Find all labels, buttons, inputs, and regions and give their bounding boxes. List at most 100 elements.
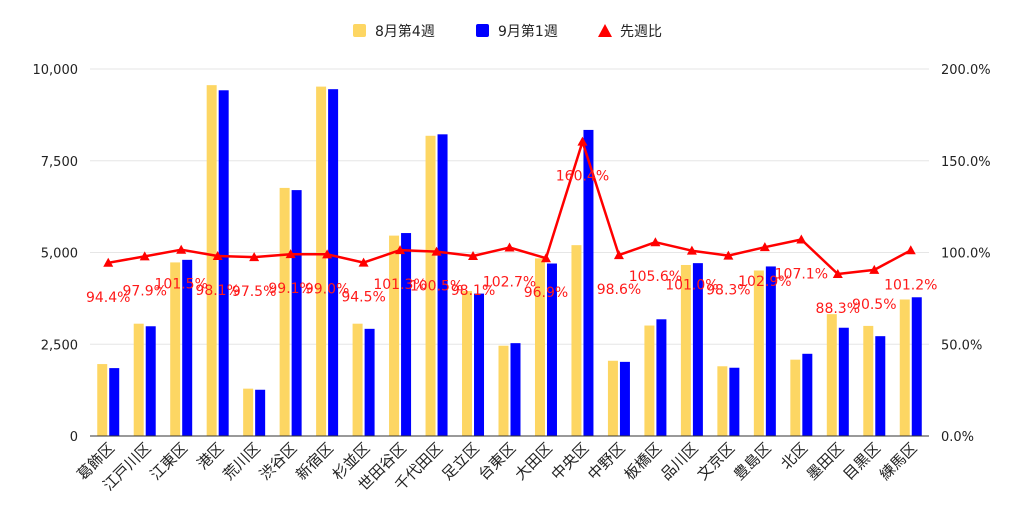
ratio-marker [577, 136, 588, 146]
x-category-label: 大田区 [511, 439, 556, 484]
ratio-data-label: 90.5% [852, 297, 896, 313]
bar-aug-week4 [680, 264, 691, 436]
ratio-marker [139, 251, 150, 261]
ratio-marker [759, 242, 770, 252]
ratio-data-label: 94.5% [341, 290, 385, 306]
ratio-marker [249, 252, 260, 262]
ratio-marker [103, 257, 114, 267]
ratio-marker [504, 242, 515, 252]
ratio-marker [431, 246, 442, 256]
bar-aug-week4 [133, 323, 144, 436]
bar-sep-week1 [583, 129, 594, 436]
bar-sep-week1 [692, 263, 703, 436]
ratio-data-label: 98.1% [451, 283, 495, 299]
ratio-marker [176, 244, 187, 254]
ratio-data-label: 100.5% [410, 279, 463, 295]
x-category-label: 墨田区 [803, 439, 848, 484]
x-category-label: 文京区 [694, 439, 739, 484]
legend-swatch-aug-week4 [353, 24, 366, 37]
x-category-label: 練馬区 [876, 439, 921, 484]
ratio-data-label: 99.0% [305, 281, 349, 297]
ratio-data-label: 98.6% [597, 282, 641, 298]
bar-sep-week1 [182, 259, 193, 436]
bar-sep-week1 [291, 190, 302, 436]
ratio-marker [358, 257, 369, 267]
ratio-data-label: 94.4% [86, 290, 130, 306]
x-category-label: 新宿区 [292, 439, 337, 484]
y2-tick-label: 200.0% [941, 63, 991, 78]
ratio-marker [796, 234, 807, 244]
bar-sep-week1 [729, 367, 740, 436]
ratio-marker [285, 249, 296, 259]
x-category-label: 台東区 [475, 439, 520, 484]
bar-aug-week4 [863, 325, 874, 436]
y-tick-label: 7,500 [41, 155, 78, 170]
y-tick-label: 10,000 [33, 63, 79, 78]
ratio-data-label: 101.0% [665, 278, 718, 294]
ratio-marker [650, 237, 661, 247]
bar-sep-week1 [765, 266, 776, 436]
y-tick-label: 0 [70, 430, 78, 445]
bar-aug-week4 [206, 85, 217, 436]
ratio-data-label: 107.1% [775, 266, 828, 282]
ratio-marker [395, 245, 406, 255]
bar-aug-week4 [279, 187, 290, 436]
x-category-label: 豊島区 [730, 439, 775, 484]
x-category-label: 目黒区 [840, 439, 885, 484]
legend-marker-ratio [598, 24, 612, 37]
bar-aug-week4 [498, 345, 509, 436]
ratio-data-label: 97.5% [232, 284, 276, 300]
bar-sep-week1 [255, 389, 266, 436]
bar-sep-week1 [218, 90, 229, 436]
bar-aug-week4 [534, 258, 545, 436]
bar-aug-week4 [170, 262, 181, 436]
bar-sep-week1 [364, 328, 375, 436]
bar-aug-week4 [644, 325, 655, 436]
bar-aug-week4 [243, 388, 254, 436]
x-category-label: 中野区 [584, 439, 629, 484]
bar-aug-week4 [352, 323, 363, 436]
ratio-data-label: 96.9% [524, 285, 568, 301]
x-category-label: 中央区 [548, 439, 593, 484]
bar-sep-week1 [145, 326, 156, 436]
x-category-label: 渋谷区 [256, 439, 301, 484]
legend-swatch-sep-week1 [476, 24, 489, 37]
ratio-marker [832, 268, 843, 278]
ratio-marker [686, 245, 697, 255]
ratio-data-label: 101.2% [884, 277, 937, 293]
bar-aug-week4 [97, 364, 108, 436]
bar-aug-week4 [717, 366, 728, 436]
ratio-data-label: 101.3% [373, 277, 426, 293]
legend-label-ratio: 先週比 [620, 24, 662, 40]
ratio-marker [723, 250, 734, 260]
bar-sep-week1 [619, 361, 630, 436]
bar-aug-week4 [389, 235, 400, 436]
bar-sep-week1 [510, 343, 521, 436]
bar-aug-week4 [571, 245, 582, 436]
ratio-data-label: 102.9% [738, 274, 791, 290]
bar-sep-week1 [401, 233, 412, 436]
ratio-marker [468, 250, 479, 260]
y-tick-label: 2,500 [41, 338, 78, 353]
bar-sep-week1 [838, 327, 849, 436]
ratio-data-label: 99.1% [268, 281, 312, 297]
bar-aug-week4 [462, 291, 473, 436]
bar-aug-week4 [899, 299, 910, 436]
bar-aug-week4 [826, 314, 837, 436]
x-category-label: 江東区 [146, 439, 191, 484]
bar-aug-week4 [425, 135, 436, 436]
x-category-label: 板橋区 [621, 439, 666, 484]
ratio-data-label: 98.1% [195, 283, 239, 299]
ratio-data-label: 98.3% [706, 283, 750, 299]
bar-aug-week4 [790, 359, 801, 436]
y2-tick-label: 50.0% [941, 338, 982, 353]
bar-sep-week1 [474, 293, 485, 436]
bar-aug-week4 [753, 270, 764, 436]
bar-sep-week1 [109, 368, 120, 436]
ratio-marker [905, 245, 916, 255]
ratio-data-label: 160.4% [556, 169, 609, 185]
legend-label-sep-week1: 9月第1週 [498, 23, 558, 40]
ratio-marker [212, 250, 223, 260]
bar-sep-week1 [875, 336, 886, 436]
